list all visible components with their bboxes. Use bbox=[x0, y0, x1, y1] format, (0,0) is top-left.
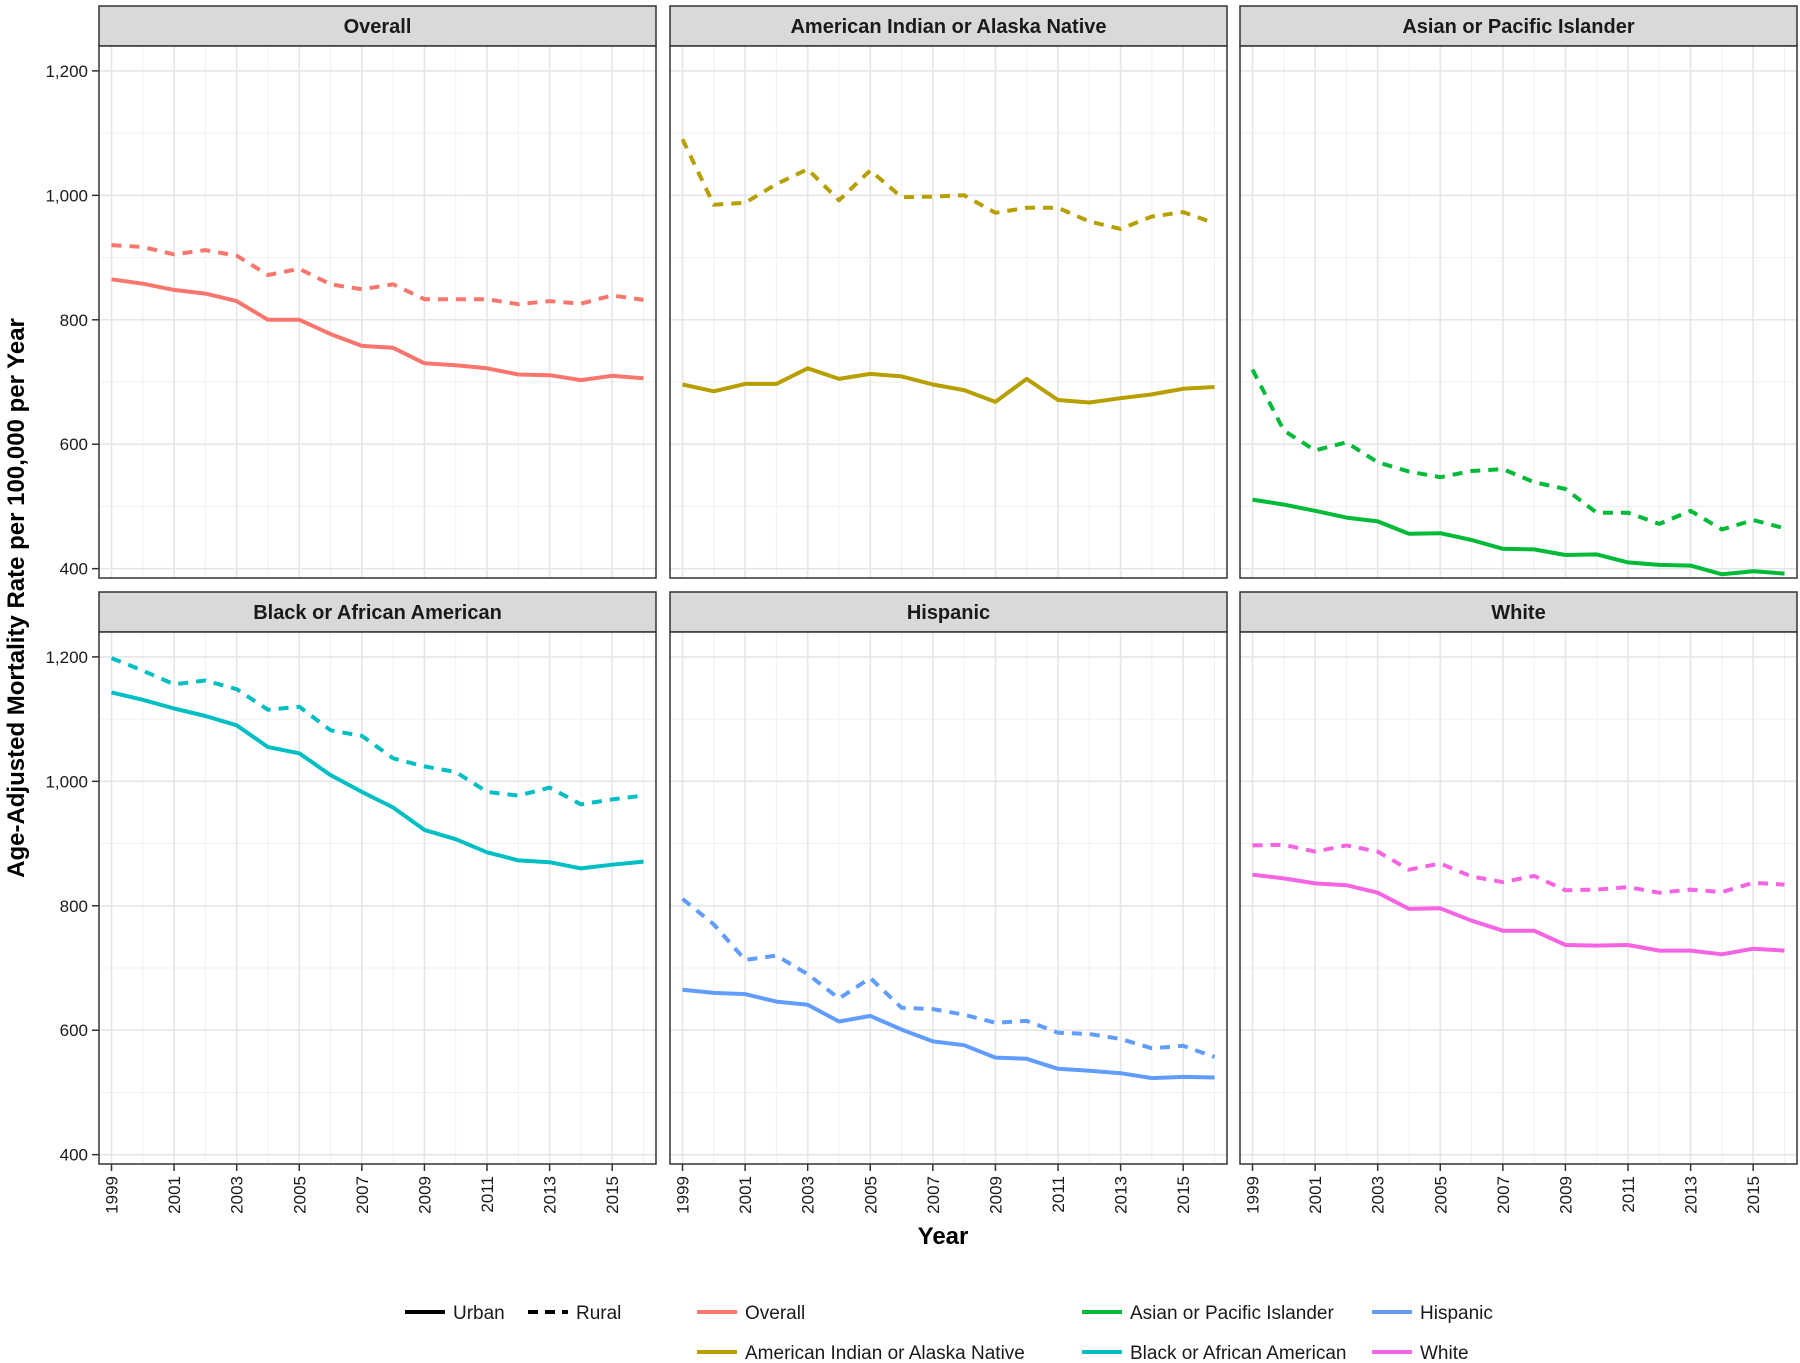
panel-border bbox=[669, 45, 1228, 579]
y-tick-label: 1,200 bbox=[45, 648, 88, 667]
panel-border bbox=[98, 45, 657, 579]
legend: Urban Rural Overall American Indian or Alas… bbox=[405, 1303, 1493, 1363]
legend-label: White bbox=[1420, 1343, 1469, 1363]
y-tick-label: 400 bbox=[60, 560, 88, 579]
plot-area bbox=[99, 46, 656, 578]
y-tick-label: 1,000 bbox=[45, 186, 88, 205]
panel-american-indian-or-alaska-native: American Indian or Alaska Native bbox=[669, 5, 1228, 579]
axes: 400 600 800 1,000 1,200 400 600 800 1,000 1,200 19… bbox=[45, 62, 1763, 1214]
facet-strip bbox=[1239, 591, 1798, 633]
y-tick-label: 1,000 bbox=[45, 772, 88, 791]
plot-area bbox=[1240, 46, 1797, 578]
facet-strip-label: Black or African American bbox=[253, 602, 502, 624]
plot-area bbox=[670, 632, 1227, 1164]
panel-border bbox=[98, 631, 657, 1165]
series-line-rural-asian-or-pacific-islander bbox=[1250, 368, 1786, 532]
series-line-urban-hispanic bbox=[682, 987, 1215, 1081]
panel-asian-or-pacific-islander: Asian or Pacific Islander bbox=[1239, 5, 1798, 579]
x-tick-label: 2001 bbox=[1306, 1176, 1325, 1214]
y-tick-label: 800 bbox=[60, 897, 88, 916]
series-line-rural-american-indian-or-alaska-native bbox=[680, 138, 1216, 231]
panel-black-or-african-american: Black or African American bbox=[98, 591, 657, 1165]
series-line-rural-white bbox=[1252, 842, 1785, 895]
y-tick-label: 400 bbox=[60, 1146, 88, 1165]
facet-strip bbox=[669, 591, 1228, 633]
series-line-urban-asian-or-pacific-islander bbox=[1252, 497, 1785, 577]
facet-strip-label: American Indian or Alaska Native bbox=[790, 16, 1106, 38]
legend-label: Black or African American bbox=[1130, 1343, 1346, 1363]
x-tick-label: 2005 bbox=[290, 1176, 309, 1214]
legend-label: Urban bbox=[453, 1303, 505, 1324]
y-tick-label: 800 bbox=[60, 311, 88, 330]
panel-hispanic: Hispanic bbox=[669, 591, 1228, 1165]
x-tick-label: 2009 bbox=[986, 1176, 1005, 1214]
x-tick-label: 2011 bbox=[1619, 1176, 1638, 1213]
panel-border bbox=[1239, 45, 1798, 579]
x-tick-label: 2003 bbox=[1369, 1176, 1388, 1214]
facet-panels: Overall American Indian or Alaska Native A… bbox=[98, 5, 1798, 1165]
x-tick-label: 2003 bbox=[228, 1176, 247, 1214]
series-line-urban-overall bbox=[111, 277, 644, 383]
x-tick-label: 2003 bbox=[799, 1176, 818, 1214]
facet-strip bbox=[669, 5, 1228, 47]
panel-border bbox=[669, 631, 1228, 1165]
legend-label: Overall bbox=[745, 1303, 805, 1324]
legend-label: American Indian or Alaska Native bbox=[745, 1343, 1025, 1363]
series-line-urban-american-indian-or-alaska-native bbox=[682, 366, 1215, 405]
x-tick-label: 2007 bbox=[353, 1176, 372, 1214]
x-axis-title: Year bbox=[918, 1223, 969, 1250]
x-tick-label: 2015 bbox=[603, 1176, 622, 1214]
x-tick-label: 2005 bbox=[861, 1176, 880, 1214]
legend-label: Rural bbox=[576, 1303, 621, 1324]
legend-label: Hispanic bbox=[1420, 1303, 1493, 1324]
series-line-urban-black-or-african-american bbox=[111, 690, 644, 871]
x-tick-label: 2015 bbox=[1744, 1176, 1763, 1214]
panel-white: White bbox=[1239, 591, 1798, 1165]
series-line-rural-black-or-african-american bbox=[110, 656, 644, 807]
panel-border bbox=[1239, 631, 1798, 1165]
x-tick-label: 1999 bbox=[1244, 1176, 1263, 1214]
y-axis-title: Age-Adjusted Mortality Rate per 100,000 … bbox=[3, 318, 30, 878]
plot-area bbox=[99, 632, 656, 1164]
x-tick-label: 2009 bbox=[1556, 1176, 1575, 1214]
y-tick-label: 1,200 bbox=[45, 62, 88, 81]
plot-area bbox=[1240, 632, 1797, 1164]
y-tick-label: 600 bbox=[60, 435, 88, 454]
panel-overall: Overall bbox=[98, 5, 657, 579]
y-tick-label: 600 bbox=[60, 1021, 88, 1040]
x-tick-label: 2001 bbox=[736, 1176, 755, 1214]
x-tick-label: 2005 bbox=[1431, 1176, 1450, 1214]
plot-area bbox=[670, 46, 1227, 578]
x-tick-label: 2013 bbox=[541, 1176, 560, 1214]
facet-strip-label: Overall bbox=[344, 16, 412, 38]
facet-strip-label: Hispanic bbox=[907, 602, 990, 624]
facet-strip bbox=[1239, 5, 1798, 47]
x-tick-label: 2011 bbox=[1049, 1176, 1068, 1213]
x-tick-label: 2007 bbox=[1494, 1176, 1513, 1214]
legend-label: Asian or Pacific Islander bbox=[1130, 1303, 1334, 1324]
x-tick-label: 2009 bbox=[415, 1176, 434, 1214]
series-line-urban-white bbox=[1252, 872, 1785, 957]
facet-strip bbox=[98, 591, 657, 633]
series-line-rural-overall bbox=[111, 243, 644, 307]
x-tick-label: 2011 bbox=[478, 1176, 497, 1213]
x-tick-label: 2015 bbox=[1174, 1176, 1193, 1214]
x-tick-label: 2013 bbox=[1682, 1176, 1701, 1214]
x-tick-label: 2001 bbox=[165, 1176, 184, 1214]
series-line-rural-hispanic bbox=[681, 897, 1216, 1059]
x-tick-label: 2007 bbox=[924, 1176, 943, 1214]
x-tick-label: 1999 bbox=[674, 1176, 693, 1214]
facet-strip bbox=[98, 5, 657, 47]
facet-strip-label: White bbox=[1491, 602, 1545, 624]
x-tick-label: 2013 bbox=[1112, 1176, 1131, 1214]
x-tick-label: 1999 bbox=[103, 1176, 122, 1214]
facet-strip-label: Asian or Pacific Islander bbox=[1402, 16, 1635, 38]
